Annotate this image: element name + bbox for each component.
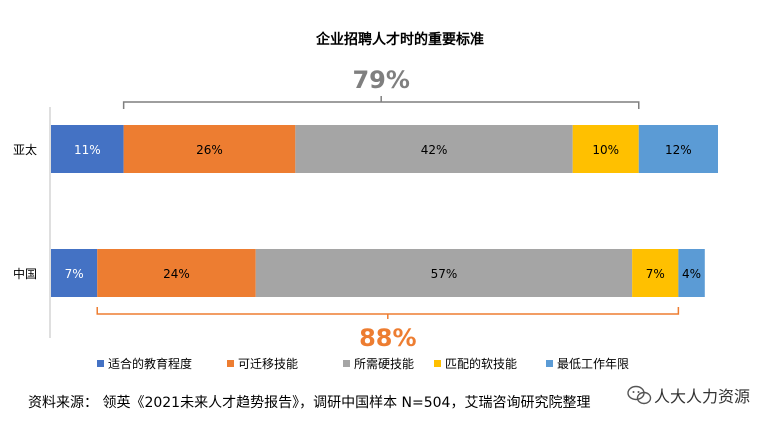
bar-segment xyxy=(51,125,124,173)
data-label: 7% xyxy=(646,267,665,281)
bracket xyxy=(122,96,640,109)
bar-segment xyxy=(295,125,573,173)
data-label: 7% xyxy=(65,267,84,281)
bar-segment xyxy=(572,125,639,173)
legend-swatch xyxy=(434,360,441,367)
legend: 适合的教育程度 可迁移技能 所需硬技能 匹配的软技能 最低工作年限 xyxy=(97,356,629,371)
bracket xyxy=(96,307,680,319)
category-label: 中国 xyxy=(13,266,37,281)
data-label: 11% xyxy=(74,143,101,157)
legend-label: 最低工作年限 xyxy=(557,357,629,371)
annotation-label: 79% xyxy=(352,66,409,94)
bar-segment xyxy=(255,249,633,297)
bars-group: 亚太 11% 26% 42% 10% 12% 中国 7% 24% 57% 7% 4% xyxy=(13,125,718,297)
bar-segment xyxy=(632,249,679,297)
legend-label: 所需硬技能 xyxy=(354,357,414,371)
watermark: 人大人力资源 xyxy=(627,385,750,406)
watermark-text: 人大人力资源 xyxy=(654,387,750,406)
annotation-group: 79% 88% xyxy=(96,66,680,352)
wechat-icon xyxy=(627,385,652,405)
bar-segment xyxy=(51,249,98,297)
legend-label: 匹配的软技能 xyxy=(445,356,517,371)
legend-swatch xyxy=(97,360,104,367)
bar-segment xyxy=(678,249,705,297)
legend-label: 适合的教育程度 xyxy=(108,356,192,371)
data-label: 10% xyxy=(592,143,619,157)
legend-swatch xyxy=(546,360,553,367)
data-label: 57% xyxy=(431,267,458,281)
data-label: 42% xyxy=(421,143,448,157)
legend-swatch xyxy=(343,360,350,367)
legend-label: 可迁移技能 xyxy=(238,357,298,371)
annotation-label: 88% xyxy=(359,324,416,352)
data-label: 12% xyxy=(665,143,692,157)
category-label: 亚太 xyxy=(13,142,37,157)
data-label: 4% xyxy=(682,267,701,281)
legend-swatch xyxy=(227,360,234,367)
data-label: 24% xyxy=(163,267,190,281)
chart-title: 企业招聘人才时的重要标准 xyxy=(315,31,484,48)
bar-segment xyxy=(123,125,296,173)
bar-segment xyxy=(638,125,718,173)
source-note: 资料来源： 领英《2021未来人才趋势报告》，调研中国样本 N=504，艾瑞咨询… xyxy=(28,394,590,411)
data-label: 26% xyxy=(196,143,223,157)
bar-segment xyxy=(97,249,256,297)
